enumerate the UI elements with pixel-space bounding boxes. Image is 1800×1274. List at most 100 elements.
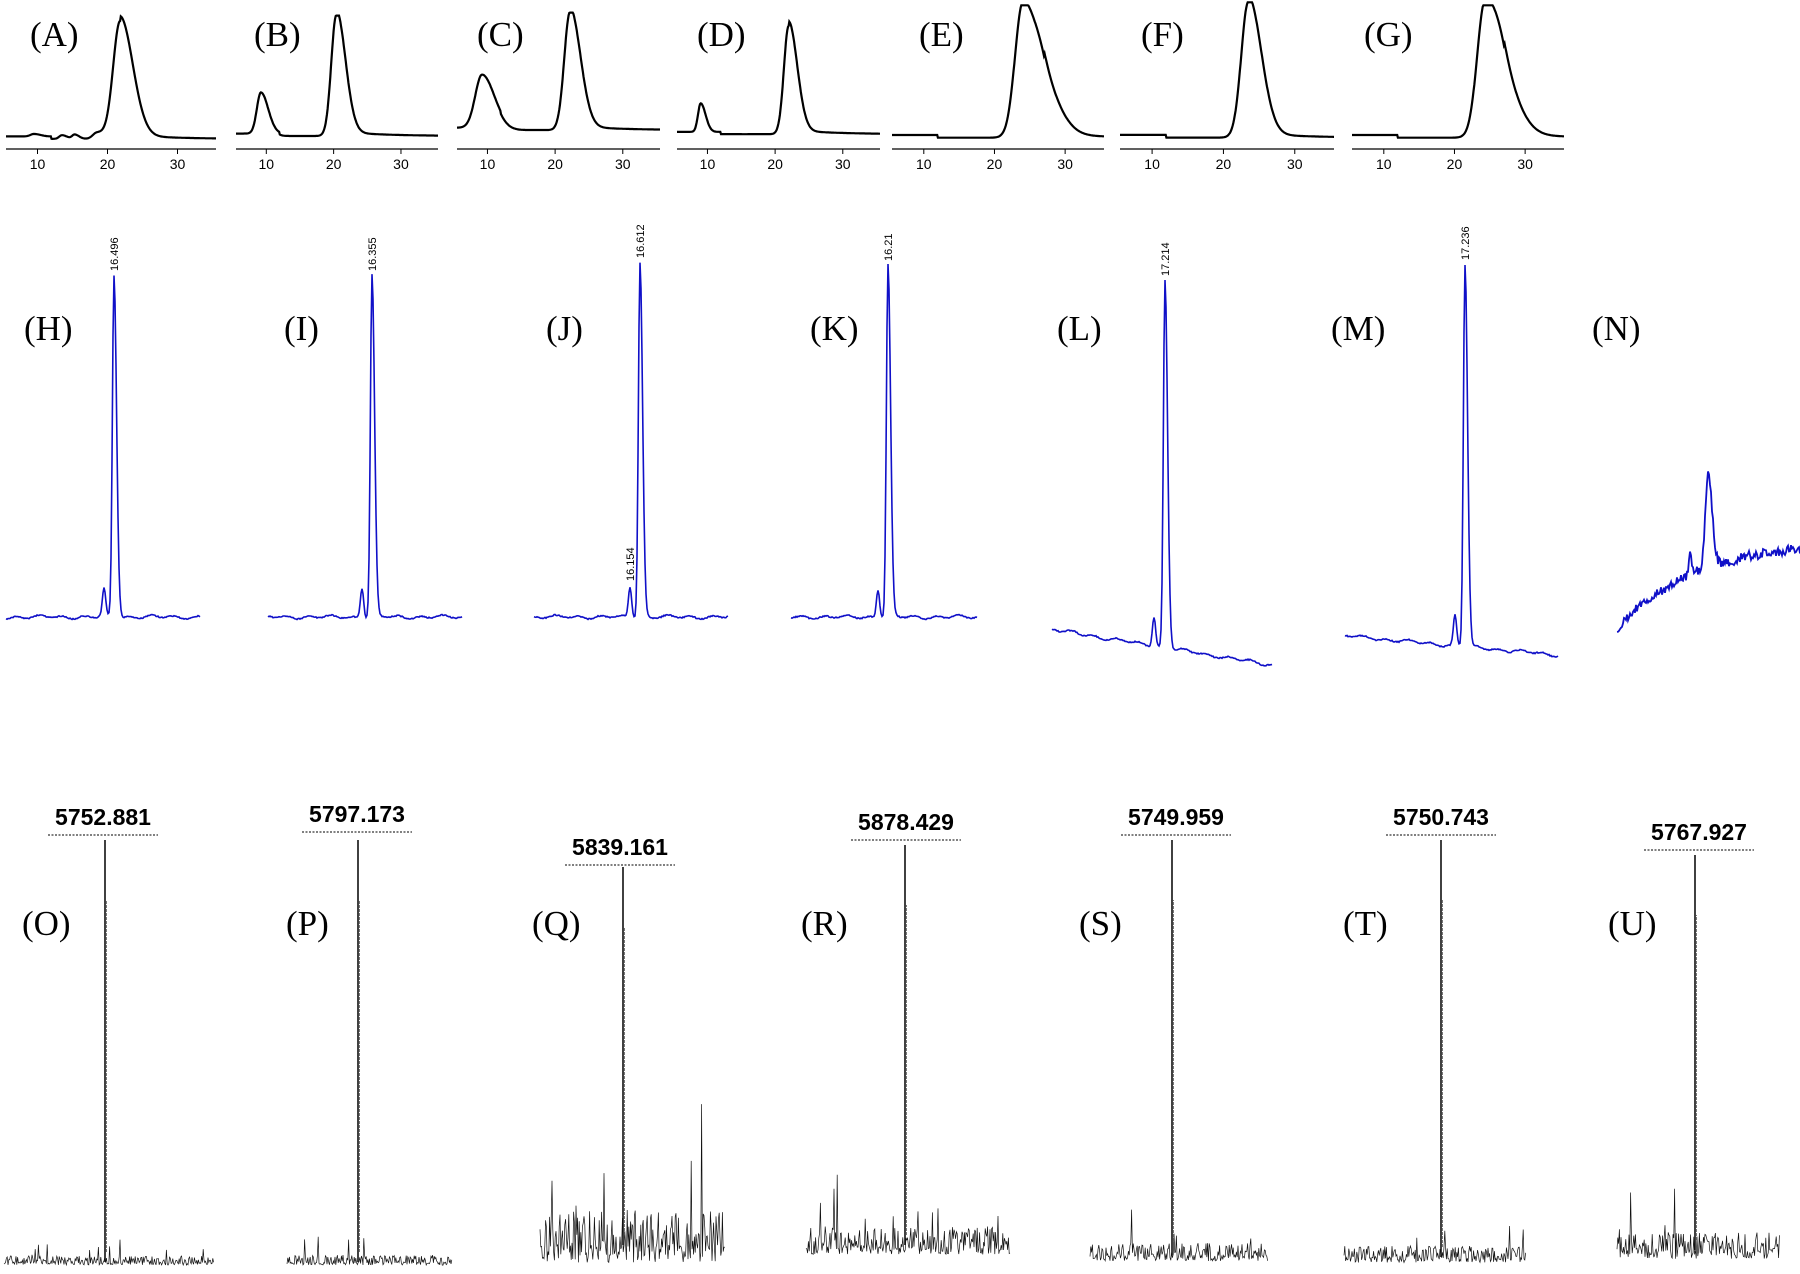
ms-row: (O) 5752.881 (P) 5797.173 (Q) 5839.161 (R) 5878…: [3, 801, 1780, 1267]
gpc-row: (A) 10 20 30 (B) 10 20 30 (C) 10 20 30 (D) 10 20 30 (E) 1…: [6, 1, 1564, 172]
gpc-panel: (F) 10 20 30: [1120, 1, 1334, 172]
peak-mass-label: 5749.959: [1128, 804, 1224, 830]
peak-label: 17.214: [1160, 242, 1172, 276]
panel-label: (J): [546, 309, 583, 348]
tick-label: 10: [30, 156, 46, 172]
tick-label: 30: [835, 156, 851, 172]
peak-mass-label: 5767.927: [1651, 819, 1747, 845]
peak-mass-label: 5797.173: [309, 801, 405, 827]
tick-label: 10: [1376, 156, 1392, 172]
tick-label: 10: [700, 156, 716, 172]
panel-label: (D): [697, 15, 746, 54]
panel-label: (U): [1608, 904, 1657, 943]
tick-label: 20: [767, 156, 783, 172]
hplc-curve: [533, 262, 729, 621]
panel-label: (N): [1592, 309, 1641, 348]
ms-panel: (O) 5752.881: [3, 804, 214, 1267]
hplc-row: (H) 16.496 (I) 16.355 (J) 16.612 16.154 (K) 16.2…: [5, 224, 1800, 667]
panel-label: (K): [810, 309, 859, 348]
panel-label: (P): [286, 904, 329, 943]
peak-label: 16.21: [883, 233, 895, 261]
gpc-curve: [457, 11, 660, 132]
peak-mass-label: 5750.743: [1393, 804, 1489, 830]
ms-panel: (P) 5797.173: [286, 801, 453, 1267]
panel-label: (T): [1343, 904, 1388, 943]
gpc-curve: [1120, 1, 1334, 139]
hplc-curve: [1051, 279, 1273, 667]
tick-label: 30: [1517, 156, 1533, 172]
ms-noise: [1616, 1188, 1780, 1260]
panel-label: (I): [284, 309, 319, 348]
ms-noise: [539, 1104, 725, 1264]
tick-label: 20: [1216, 156, 1232, 172]
panel-label: (E): [919, 15, 964, 54]
gpc-curve: [1352, 4, 1564, 139]
tick-label: 20: [1447, 156, 1463, 172]
panel-label: (L): [1057, 309, 1102, 348]
peak-label: 17.236: [1460, 226, 1472, 260]
gpc-curve: [236, 14, 438, 138]
tick-label: 10: [259, 156, 275, 172]
ms-panel: (U) 5767.927: [1608, 819, 1780, 1260]
ms-noise: [1089, 1209, 1268, 1262]
panel-label: (Q): [532, 904, 581, 943]
ms-panel: (T) 5750.743: [1343, 804, 1526, 1264]
peak-label: 16.612: [635, 224, 647, 258]
hplc-panel: (M) 17.236: [1331, 226, 1559, 658]
gpc-panel: (D) 10 20 30: [677, 15, 880, 172]
gpc-panel: (A) 10 20 30: [6, 14, 216, 172]
panel-label: (B): [254, 15, 301, 54]
panel-label: (G): [1364, 15, 1413, 54]
ms-panel: (Q) 5839.161: [532, 834, 725, 1264]
tick-label: 30: [1057, 156, 1073, 172]
panel-label: (C): [477, 15, 524, 54]
hplc-panel: (H) 16.496: [5, 237, 201, 621]
hplc-panel: (J) 16.612 16.154: [533, 224, 729, 621]
ms-panel: (S) 5749.959: [1079, 804, 1268, 1262]
panel-label: (A): [30, 15, 79, 54]
hplc-panel: (K) 16.21: [790, 233, 978, 621]
peak-label: 16.496: [109, 237, 121, 271]
gpc-panel: (G) 10 20 30: [1352, 4, 1564, 172]
tick-label: 20: [100, 156, 116, 172]
panel-label: (S): [1079, 904, 1122, 943]
gpc-panel: (B) 10 20 30: [236, 14, 438, 172]
gpc-curve: [892, 4, 1104, 139]
ms-panel: (R) 5878.429: [801, 809, 1011, 1256]
hplc-panel: (I) 16.355: [267, 237, 463, 621]
panel-label: (F): [1141, 15, 1184, 54]
peak-mass-label: 5752.881: [55, 804, 151, 830]
hplc-panel: (N): [1592, 309, 1800, 633]
peak-mass-label: 5839.161: [572, 834, 668, 860]
gpc-panel: (E) 10 20 30: [892, 4, 1104, 172]
tick-label: 30: [170, 156, 186, 172]
tick-label: 10: [1144, 156, 1160, 172]
tick-label: 10: [480, 156, 496, 172]
hplc-curve: [790, 263, 978, 621]
tick-label: 20: [326, 156, 342, 172]
tick-label: 30: [1287, 156, 1303, 172]
panel-label: (M): [1331, 309, 1385, 348]
panel-label: (O): [22, 904, 71, 943]
tick-label: 30: [393, 156, 409, 172]
gpc-curve: [6, 14, 216, 140]
panel-label: (R): [801, 904, 848, 943]
tick-label: 20: [547, 156, 563, 172]
ms-noise: [286, 1236, 453, 1267]
panel-label: (H): [24, 309, 73, 348]
minor-peak-label: 16.154: [625, 547, 637, 581]
hplc-curve: [5, 275, 201, 621]
tick-label: 10: [916, 156, 932, 172]
tick-label: 30: [615, 156, 631, 172]
hplc-panel: (L) 17.214: [1051, 242, 1273, 667]
peak-label: 16.355: [367, 237, 379, 271]
peak-mass-label: 5878.429: [858, 809, 954, 835]
hplc-curve: [1616, 471, 1800, 633]
tick-label: 20: [987, 156, 1003, 172]
ms-noise: [3, 1239, 214, 1267]
ms-noise: [1343, 1225, 1526, 1264]
gpc-panel: (C) 10 20 30: [457, 11, 660, 172]
gpc-curve: [677, 18, 880, 136]
ms-noise: [805, 1174, 1011, 1256]
